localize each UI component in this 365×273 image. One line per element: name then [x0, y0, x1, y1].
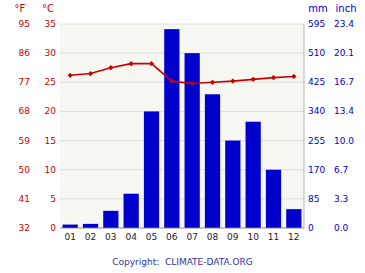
marker [271, 75, 276, 80]
y3-tick-label: 23.4 [334, 19, 354, 29]
y3-tick-label: 3.3 [334, 194, 348, 204]
marker [251, 77, 256, 82]
copyright: Copyright: CLIMATE-DATA.ORG [112, 257, 253, 267]
y4-tick-label: 50 [19, 165, 31, 175]
marks [63, 29, 302, 228]
y4-tick-label: 32 [19, 223, 30, 233]
y4-tick-label: 86 [19, 48, 31, 58]
grid-line [60, 140, 304, 141]
marker [190, 81, 195, 86]
y2-tick-label: 0 [50, 223, 56, 233]
temperature-line [70, 64, 294, 84]
bar [124, 194, 139, 228]
y3-tick-label: 0.0 [334, 223, 349, 233]
y-tick-label: 255 [308, 136, 325, 146]
y2-tick-label: 15 [45, 136, 56, 146]
grid-line [60, 24, 304, 25]
y-tick-label: 425 [308, 77, 325, 87]
bar [83, 224, 98, 228]
y3-tick-label: 16.7 [334, 77, 354, 87]
plot-area [60, 24, 304, 228]
x-tick-label: 10 [247, 232, 259, 242]
y4-tick-label: 77 [19, 77, 30, 87]
bar [144, 111, 159, 228]
bar [63, 225, 78, 228]
marker [230, 79, 235, 84]
marker [129, 61, 134, 66]
x-tick-label: 05 [146, 232, 157, 242]
grid-line [60, 53, 304, 54]
y2-tick-label: 20 [45, 106, 57, 116]
marker [210, 80, 215, 85]
x-tick-label: 08 [207, 232, 219, 242]
grid-line [60, 111, 304, 112]
marker [88, 71, 93, 76]
x-tick-label: 09 [227, 232, 239, 242]
x-tick-label: 12 [288, 232, 299, 242]
y2-tick-label: 5 [50, 194, 56, 204]
bar [103, 211, 118, 228]
x-tick-label: 11 [268, 232, 279, 242]
y-tick-label: 170 [308, 165, 325, 175]
y3-tick-label: 13.4 [334, 106, 354, 116]
bar [246, 122, 261, 228]
chart: 0102030405060708091011120510152025303532… [0, 0, 365, 273]
marker [169, 79, 174, 84]
y-tick-label: 595 [308, 19, 325, 29]
right-border [304, 24, 305, 228]
bar [205, 94, 220, 228]
marker [291, 74, 296, 79]
y2-label: °C [42, 3, 54, 14]
y3-label: inch [336, 3, 357, 14]
y3-tick-label: 6.7 [334, 165, 348, 175]
bar [185, 53, 200, 228]
x-tick-label: 06 [166, 232, 178, 242]
x-tick-label: 03 [105, 232, 116, 242]
x-tick-label: 07 [186, 232, 197, 242]
x-axis-line [60, 228, 304, 229]
marker [149, 61, 154, 66]
y4-tick-label: 41 [19, 194, 30, 204]
bar [286, 209, 301, 228]
y2-tick-label: 30 [45, 48, 57, 58]
y2-tick-label: 10 [45, 165, 57, 175]
y4-tick-label: 59 [19, 136, 31, 146]
y-tick-label: 340 [308, 106, 325, 116]
bar [266, 170, 281, 228]
y2-tick-label: 25 [45, 77, 56, 87]
y-label: mm [308, 3, 327, 14]
y4-label: °F [15, 3, 26, 14]
bar [225, 141, 240, 228]
y3-tick-label: 20.1 [334, 48, 354, 58]
y4-tick-label: 68 [19, 106, 31, 116]
y-tick-label: 85 [308, 194, 319, 204]
bar [164, 29, 179, 228]
x-tick-label: 02 [85, 232, 96, 242]
grid-line [60, 228, 304, 229]
x-tick-label: 04 [125, 232, 137, 242]
marker [68, 73, 73, 78]
y3-tick-label: 10.0 [334, 136, 354, 146]
y-tick-label: 510 [308, 48, 325, 58]
y4-tick-label: 95 [19, 19, 30, 29]
marker [108, 65, 113, 70]
x-tick-label: 01 [64, 232, 75, 242]
y2-tick-label: 35 [45, 19, 56, 29]
y-tick-label: 0 [308, 223, 314, 233]
